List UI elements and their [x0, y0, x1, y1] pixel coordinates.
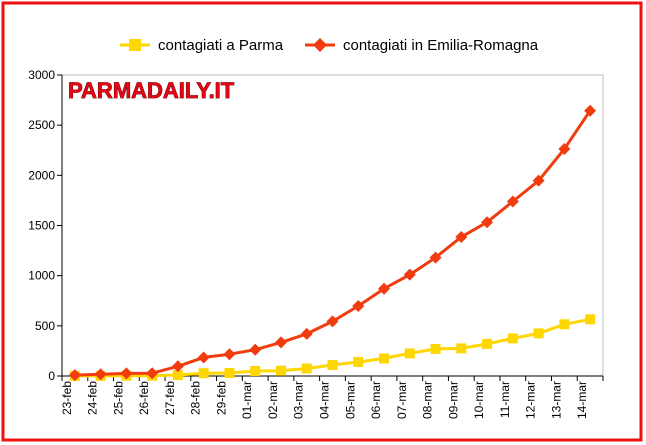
y-axis: 0 500 1000 1500 2000 2500 3000	[28, 68, 63, 383]
point-0-8	[275, 365, 286, 376]
x-tick-label-05-mar: 05-mar	[343, 381, 357, 419]
point-0-20	[585, 314, 596, 325]
point-1-16	[481, 216, 494, 229]
point-0-17	[507, 333, 518, 344]
x-tick-label-09-mar: 09-mar	[446, 381, 460, 419]
x-tick-label-08-mar: 08-mar	[421, 381, 435, 419]
x-tick-label-25-feb: 25-feb	[111, 381, 125, 415]
x-tick-label-23-feb: 23-feb	[60, 381, 74, 415]
x-tick-label-13-mar: 13-mar	[549, 381, 563, 419]
y-tick-label-3: 1500	[28, 219, 55, 233]
x-tick-label-29-feb: 29-feb	[214, 381, 228, 415]
legend-label-1: contagiati in Emilia-Romagna	[343, 37, 539, 54]
point-0-10	[327, 359, 338, 370]
x-axis: 23-feb 24-feb 25-feb 26-feb 27-feb 28-feb 29-f…	[60, 375, 604, 419]
point-1-3	[146, 367, 159, 380]
y-tick-label-6: 3000	[28, 68, 55, 82]
point-1-19	[558, 142, 571, 155]
point-0-19	[559, 319, 570, 330]
parmadaily-logo: PARMADAILY.IT	[68, 78, 235, 103]
y-tick-label-5: 2500	[28, 118, 55, 132]
y-tick-label-2: 1000	[28, 269, 55, 283]
point-0-12	[379, 353, 390, 364]
point-0-18	[533, 328, 544, 339]
x-tick-label-12-mar: 12-mar	[524, 381, 538, 419]
point-1-14	[429, 251, 442, 264]
x-tick-label-06-mar: 06-mar	[369, 381, 383, 419]
y-tick-label-4: 2000	[28, 168, 55, 182]
x-tick-label-27-feb: 27-feb	[163, 381, 177, 415]
point-0-6	[224, 367, 235, 378]
point-0-7	[250, 365, 261, 376]
legend: contagiati a Parma contagiati in Emilia-R…	[120, 37, 539, 54]
x-tick-label-01-mar: 01-mar	[240, 381, 254, 419]
point-0-5	[198, 368, 209, 379]
point-1-8	[274, 336, 287, 349]
x-tick-label-14-mar: 14-mar	[575, 381, 589, 419]
point-0-15	[456, 343, 467, 354]
x-tick-label-04-mar: 04-mar	[318, 381, 332, 419]
x-tick-label-10-mar: 10-mar	[472, 381, 486, 419]
point-1-6	[223, 348, 236, 361]
point-0-11	[353, 356, 364, 367]
point-0-13	[404, 348, 415, 359]
series-1	[68, 104, 597, 382]
point-1-20	[584, 104, 597, 117]
legend-marker-0	[129, 39, 141, 51]
point-1-10	[326, 315, 339, 328]
point-1-11	[352, 299, 365, 312]
point-1-2	[120, 367, 133, 380]
point-1-4	[171, 360, 184, 373]
x-tick-label-07-mar: 07-mar	[395, 381, 409, 419]
x-tick-label-11-mar: 11-mar	[498, 381, 512, 418]
legend-label-0: contagiati a Parma	[158, 37, 284, 54]
plot-area-border	[61, 74, 604, 377]
point-1-13	[403, 268, 416, 281]
point-1-7	[249, 343, 262, 356]
point-1-17	[506, 195, 519, 208]
point-0-9	[301, 363, 312, 374]
x-tick-label-24-feb: 24-feb	[86, 381, 100, 415]
legend-marker-1	[313, 38, 327, 52]
point-1-18	[532, 174, 545, 187]
x-tick-label-28-feb: 28-feb	[189, 381, 203, 415]
series-layer	[68, 104, 597, 382]
x-tick-label-02-mar: 02-mar	[266, 381, 280, 419]
point-1-9	[300, 327, 313, 340]
x-tick-label-03-mar: 03-mar	[292, 381, 306, 419]
point-1-15	[455, 230, 468, 243]
x-tick-label-26-feb: 26-feb	[137, 381, 151, 415]
point-1-5	[197, 351, 210, 364]
point-1-1	[94, 368, 107, 381]
point-1-12	[378, 282, 391, 295]
point-1-0	[68, 369, 81, 382]
y-tick-label-0: 0	[48, 369, 55, 383]
y-tick-label-1: 500	[35, 319, 55, 333]
point-0-16	[482, 338, 493, 349]
point-0-14	[430, 343, 441, 354]
point-0-4	[172, 369, 183, 380]
